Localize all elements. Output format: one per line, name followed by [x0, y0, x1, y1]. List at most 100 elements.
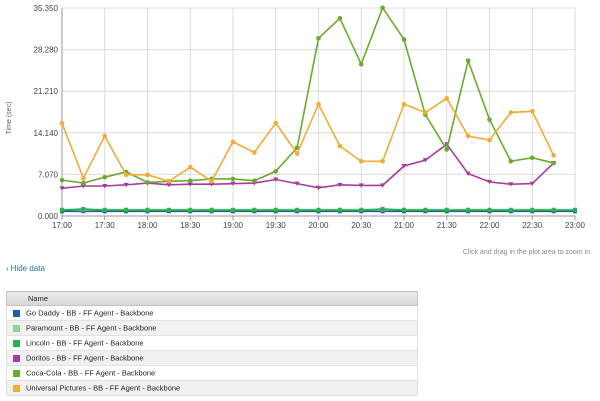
data-point[interactable]	[166, 178, 172, 184]
data-point[interactable]	[380, 206, 385, 211]
data-point[interactable]	[209, 182, 215, 187]
data-point[interactable]	[530, 208, 535, 213]
legend-row[interactable]: Lincoln - BB - FF Agent - Backbone	[6, 335, 418, 351]
data-point[interactable]	[295, 208, 300, 213]
data-point[interactable]	[487, 208, 492, 213]
data-point[interactable]	[508, 158, 514, 164]
data-point[interactable]	[294, 181, 300, 187]
series-5[interactable]	[59, 96, 556, 184]
series-lines[interactable]	[59, 5, 577, 214]
data-point[interactable]	[209, 178, 214, 184]
data-point[interactable]	[380, 183, 386, 188]
data-point[interactable]	[230, 139, 236, 145]
data-point[interactable]	[145, 172, 150, 178]
data-point[interactable]	[444, 147, 450, 152]
data-point[interactable]	[294, 145, 300, 151]
data-point[interactable]	[59, 177, 65, 183]
data-point[interactable]	[465, 58, 471, 63]
data-point[interactable]	[337, 15, 343, 21]
data-point[interactable]	[187, 182, 193, 187]
data-point[interactable]	[358, 158, 364, 164]
data-point[interactable]	[423, 110, 428, 115]
data-point[interactable]	[102, 183, 108, 189]
data-point[interactable]	[123, 182, 129, 188]
data-point[interactable]	[209, 208, 214, 213]
series-4[interactable]	[59, 5, 556, 186]
data-point[interactable]	[124, 208, 129, 213]
data-point[interactable]	[59, 186, 65, 191]
data-point[interactable]	[230, 176, 236, 182]
data-point[interactable]	[551, 153, 556, 158]
data-point[interactable]	[316, 208, 321, 213]
data-point[interactable]	[294, 151, 300, 156]
data-point[interactable]	[444, 96, 450, 101]
data-point[interactable]	[252, 178, 257, 183]
data-point[interactable]	[487, 137, 492, 143]
data-point[interactable]	[551, 160, 556, 166]
data-point[interactable]	[145, 180, 150, 185]
data-point[interactable]	[80, 183, 86, 189]
data-point[interactable]	[487, 117, 492, 122]
series-line[interactable]	[61, 143, 555, 190]
data-point[interactable]	[60, 208, 64, 213]
data-point[interactable]	[102, 208, 107, 213]
data-point[interactable]	[81, 180, 86, 186]
data-point[interactable]	[529, 108, 535, 114]
data-point[interactable]	[188, 208, 193, 213]
data-point[interactable]	[166, 182, 172, 188]
data-point[interactable]	[273, 168, 279, 174]
data-point[interactable]	[273, 177, 279, 182]
hide-data-link[interactable]: › Hide data	[6, 264, 45, 273]
data-point[interactable]	[508, 110, 514, 115]
data-point[interactable]	[529, 155, 535, 161]
data-point[interactable]	[273, 120, 279, 126]
data-point[interactable]	[252, 150, 257, 155]
data-point[interactable]	[358, 61, 364, 67]
data-point[interactable]	[401, 37, 407, 42]
data-point[interactable]	[81, 176, 86, 181]
legend-row[interactable]: Doritos - BB - FF Agent - Backbone	[6, 350, 418, 366]
data-point[interactable]	[166, 208, 171, 213]
data-point[interactable]	[102, 133, 108, 139]
data-point[interactable]	[380, 5, 385, 11]
data-point[interactable]	[465, 171, 471, 177]
series-2[interactable]	[60, 206, 577, 213]
data-point[interactable]	[187, 164, 193, 170]
data-point[interactable]	[59, 120, 65, 126]
data-point[interactable]	[529, 181, 535, 187]
data-point[interactable]	[187, 178, 193, 183]
data-point[interactable]	[402, 208, 406, 213]
data-point[interactable]	[231, 208, 235, 213]
data-point[interactable]	[316, 101, 321, 107]
data-point[interactable]	[423, 208, 428, 213]
data-point[interactable]	[401, 163, 407, 169]
legend-row[interactable]: Paramount - BB - FF Agent - Backbone	[6, 320, 418, 336]
data-point[interactable]	[508, 182, 514, 187]
data-point[interactable]	[102, 174, 108, 180]
data-point[interactable]	[359, 208, 364, 213]
data-point[interactable]	[466, 208, 471, 213]
data-point[interactable]	[337, 143, 343, 149]
data-point[interactable]	[315, 185, 322, 191]
series-3[interactable]	[59, 142, 557, 191]
legend-row[interactable]: Go Daddy - BB - FF Agent - Backbone	[6, 305, 418, 321]
series-line[interactable]	[61, 97, 555, 183]
data-point[interactable]	[337, 182, 343, 188]
data-point[interactable]	[573, 208, 577, 213]
data-point[interactable]	[465, 133, 471, 139]
data-point[interactable]	[380, 158, 385, 164]
data-point[interactable]	[337, 208, 342, 213]
data-point[interactable]	[422, 158, 428, 163]
data-point[interactable]	[252, 208, 257, 213]
line-chart[interactable]: 0.000 7.070 14.140 21.210 28.280 35.350 17:00 1…	[0, 0, 600, 250]
data-point[interactable]	[273, 208, 278, 213]
data-point[interactable]	[230, 181, 236, 187]
data-point[interactable]	[81, 206, 86, 211]
data-point[interactable]	[123, 172, 129, 178]
data-point[interactable]	[358, 183, 364, 188]
legend-row[interactable]: Coca-Cola - BB - FF Agent - Backbone	[6, 365, 418, 381]
data-point[interactable]	[508, 208, 513, 213]
legend-row[interactable]: Universal Pictures - BB - FF Agent - Bac…	[6, 380, 418, 396]
data-point[interactable]	[316, 36, 321, 41]
series-line[interactable]	[61, 5, 554, 184]
